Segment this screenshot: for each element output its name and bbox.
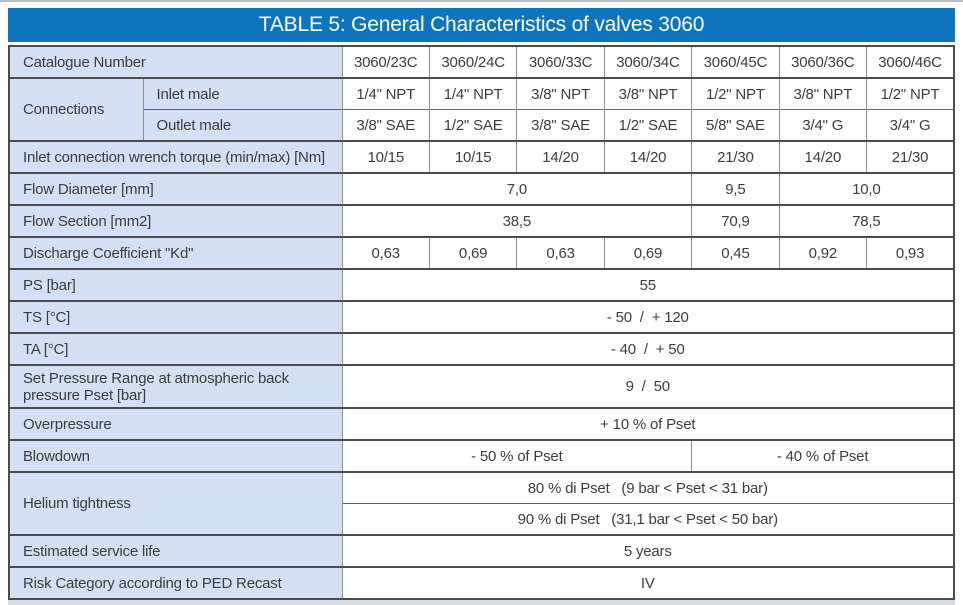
row-label-ta: TA [°C]: [9, 332, 342, 365]
catalogue-value: 3060/34C: [603, 45, 692, 78]
catalogue-value: 3060/36C: [778, 45, 867, 78]
inlet-value: 3/8" NPT: [603, 77, 692, 110]
flow-diameter-value: 9,5: [691, 172, 780, 205]
discharge-value: 0,93: [866, 236, 954, 269]
discharge-value: 0,69: [428, 236, 517, 269]
torque-value: 14/20: [603, 140, 692, 173]
blowdown-value-right: - 40 % of Pset: [691, 439, 954, 472]
ps-value: 55: [341, 268, 954, 301]
ts-value: - 50 / + 120: [341, 300, 954, 333]
inlet-value: 3/8" NPT: [778, 77, 867, 110]
row-label-ts: TS [°C]: [9, 300, 342, 333]
row-label-helium-tightness: Helium tightness: [9, 471, 342, 535]
flow-section-value: 78,5: [778, 204, 954, 237]
row-blowdown: Blowdown - 50 % of Pset - 40 % of Pset: [9, 439, 954, 472]
inlet-value: 1/4" NPT: [428, 77, 517, 110]
discharge-value: 0,69: [603, 236, 692, 269]
outlet-value: 1/2" SAE: [428, 109, 517, 141]
row-label-wrench-torque: Inlet connection wrench torque (min/max)…: [9, 140, 342, 173]
torque-value: 10/15: [341, 140, 430, 173]
row-discharge-coefficient: Discharge Coefficient "Kd" 0,63 0,69 0,6…: [9, 236, 954, 269]
row-label-flow-diameter: Flow Diameter [mm]: [9, 172, 342, 205]
page-bottom-shadow: [8, 600, 955, 605]
discharge-value: 0,63: [516, 236, 605, 269]
set-pressure-value: 9 / 50: [341, 364, 954, 408]
discharge-value: 0,92: [778, 236, 867, 269]
row-service-life: Estimated service life 5 years: [9, 534, 954, 567]
service-life-value: 5 years: [341, 534, 954, 567]
flow-section-value: 38,5: [341, 204, 692, 237]
row-overpressure: Overpressure + 10 % of Pset: [9, 407, 954, 440]
row-set-pressure-range: Set Pressure Range at atmospheric back p…: [9, 364, 954, 408]
row-label-flow-section: Flow Section [mm2]: [9, 204, 342, 237]
row-helium-tightness-2: 90 % di Pset (31,1 bar < Pset < 50 bar): [9, 503, 954, 535]
row-label-overpressure: Overpressure: [9, 407, 342, 440]
row-label-set-pressure-range: Set Pressure Range at atmospheric back p…: [9, 364, 342, 408]
inlet-value: 1/2" NPT: [866, 77, 954, 110]
torque-value: 14/20: [778, 140, 867, 173]
flow-section-value: 70,9: [691, 204, 780, 237]
row-connections-outlet: Outlet male 3/8" SAE 1/2" SAE 3/8" SAE 1…: [9, 109, 954, 141]
catalogue-value: 3060/46C: [866, 45, 954, 78]
catalogue-value: 3060/45C: [691, 45, 780, 78]
flow-diameter-value: 7,0: [341, 172, 692, 205]
row-ts: TS [°C] - 50 / + 120: [9, 300, 954, 333]
torque-value: 21/30: [866, 140, 954, 173]
inlet-value: 1/4" NPT: [341, 77, 430, 110]
outlet-value: 1/2" SAE: [603, 109, 692, 141]
row-label-discharge-coefficient: Discharge Coefficient "Kd": [9, 236, 342, 269]
discharge-value: 0,45: [691, 236, 780, 269]
outlet-value: 3/8" SAE: [516, 109, 605, 141]
torque-value: 21/30: [691, 140, 780, 173]
valve-characteristics-table: Catalogue Number 3060/23C 3060/24C 3060/…: [8, 45, 955, 600]
flow-diameter-value: 10,0: [778, 172, 954, 205]
catalogue-value: 3060/23C: [341, 45, 430, 78]
inlet-value: 3/8" NPT: [516, 77, 605, 110]
helium-value-1: 80 % di Pset (9 bar < Pset < 31 bar): [341, 471, 954, 504]
row-wrench-torque: Inlet connection wrench torque (min/max)…: [9, 140, 954, 173]
ta-value: - 40 / + 50: [341, 332, 954, 365]
row-flow-section: Flow Section [mm2] 38,5 70,9 78,5: [9, 204, 954, 237]
row-catalogue-number: Catalogue Number 3060/23C 3060/24C 3060/…: [9, 45, 954, 78]
table-5-container: TABLE 5: General Characteristics of valv…: [8, 8, 955, 605]
catalogue-value: 3060/33C: [516, 45, 605, 78]
discharge-value: 0,63: [341, 236, 430, 269]
helium-value-2: 90 % di Pset (31,1 bar < Pset < 50 bar): [341, 503, 954, 535]
overpressure-value: + 10 % of Pset: [341, 407, 954, 440]
row-ps: PS [bar] 55: [9, 268, 954, 301]
row-label-blowdown: Blowdown: [9, 439, 342, 472]
row-label-risk-category: Risk Category according to PED Recast: [9, 566, 342, 599]
risk-value: IV: [341, 566, 954, 599]
row-label-ps: PS [bar]: [9, 268, 342, 301]
torque-value: 10/15: [428, 140, 517, 173]
outlet-value: 3/8" SAE: [341, 109, 430, 141]
outlet-value: 3/4" G: [866, 109, 954, 141]
outlet-value: 3/4" G: [778, 109, 867, 141]
page-top-rule: [0, 0, 963, 2]
row-ta: TA [°C] - 40 / + 50: [9, 332, 954, 365]
row-label-catalogue-number: Catalogue Number: [9, 45, 342, 78]
row-label-inlet-male: Inlet male: [142, 77, 342, 110]
row-label-connections: Connections: [9, 77, 143, 141]
torque-value: 14/20: [516, 140, 605, 173]
blowdown-value-left: - 50 % of Pset: [341, 439, 692, 472]
row-helium-tightness-1: Helium tightness 80 % di Pset (9 bar < P…: [9, 471, 954, 535]
table-title: TABLE 5: General Characteristics of valv…: [8, 8, 955, 42]
outlet-value: 5/8" SAE: [691, 109, 780, 141]
row-flow-diameter: Flow Diameter [mm] 7,0 9,5 10,0: [9, 172, 954, 205]
row-label-outlet-male: Outlet male: [142, 109, 342, 141]
catalogue-value: 3060/24C: [428, 45, 517, 78]
inlet-value: 1/2" NPT: [691, 77, 780, 110]
row-label-service-life: Estimated service life: [9, 534, 342, 567]
row-connections-inlet: Connections Inlet male 1/4" NPT 1/4" NPT…: [9, 77, 954, 141]
row-risk-category: Risk Category according to PED Recast IV: [9, 566, 954, 599]
